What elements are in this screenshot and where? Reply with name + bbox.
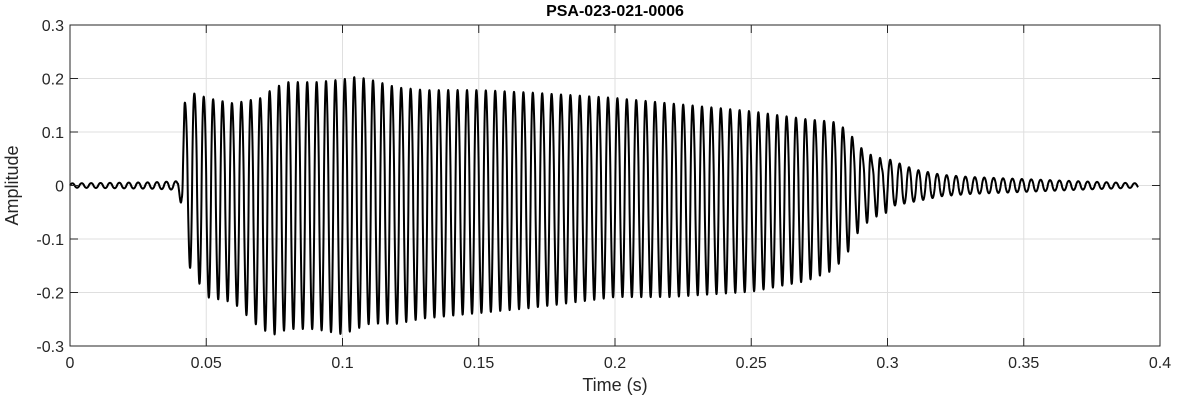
plot-area: [69, 76, 1139, 336]
y-tick-label: 0.3: [42, 18, 64, 35]
y-tick-label: -0.1: [36, 232, 64, 249]
x-tick-label: 0.4: [1149, 355, 1171, 372]
y-tick-labels: -0.3 -0.2 -0.1 0 0.1 0.2 0.3: [36, 18, 64, 356]
y-tick-label: -0.2: [36, 286, 64, 303]
x-axis-label: Time (s): [582, 375, 647, 395]
x-tick-label: 0.15: [463, 355, 494, 372]
x-tick-label: 0.05: [191, 355, 222, 372]
tick-marks: [69, 24, 1161, 347]
x-tick-label: 0.1: [331, 355, 353, 372]
x-tick-label: 0: [66, 355, 75, 372]
y-tick-label: 0.2: [42, 72, 64, 89]
waveform-line: [69, 76, 1139, 336]
y-axis-label: Amplitude: [2, 145, 22, 225]
x-tick-label: 0.3: [876, 355, 898, 372]
y-tick-label: -0.3: [36, 339, 64, 356]
y-tick-label: 0: [55, 179, 64, 196]
x-tick-label: 0.35: [1008, 355, 1039, 372]
x-tick-label: 0.25: [736, 355, 767, 372]
chart-title: PSA-023-021-0006: [546, 3, 684, 20]
x-tick-label: 0.2: [604, 355, 626, 372]
x-tick-labels: 0 0.05 0.1 0.15 0.2 0.25 0.3 0.35 0.4: [66, 355, 1172, 372]
y-tick-label: 0.1: [42, 125, 64, 142]
